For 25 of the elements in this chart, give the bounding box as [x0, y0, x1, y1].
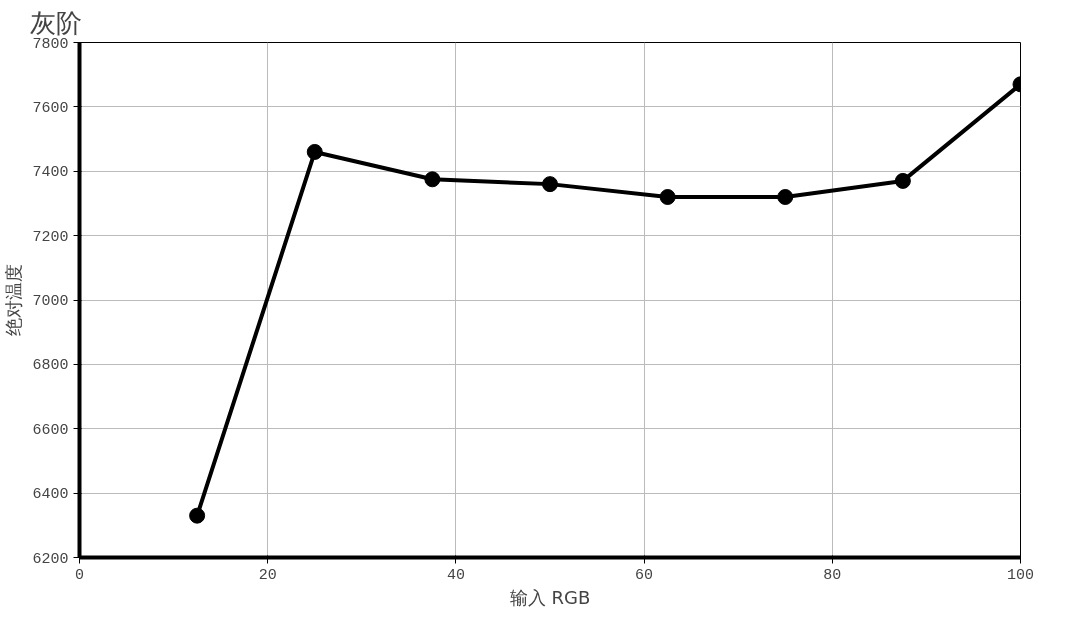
x-tick-label: 100: [1007, 566, 1035, 584]
chart-title: 灰阶: [29, 7, 82, 38]
x-tick-label: 80: [823, 566, 842, 584]
y-tick-label: 6400: [32, 486, 69, 504]
y-tick-label: 7200: [32, 228, 69, 246]
x-tick-label: 40: [446, 566, 465, 584]
y-axis-title: 绝对温度: [3, 264, 25, 336]
x-tick-label: 0: [75, 566, 85, 584]
y-tick-label: 7400: [32, 164, 69, 182]
y-tick-label: 6600: [32, 421, 69, 439]
point: [424, 171, 441, 188]
y-tick-label: 7800: [32, 35, 69, 53]
x-axis-title: 输入 RGB: [509, 586, 591, 608]
point: [777, 189, 794, 205]
y-tick-label: 6200: [32, 550, 69, 568]
point: [659, 189, 676, 205]
point: [542, 176, 558, 193]
y-tick-label: 6800: [32, 357, 69, 375]
y-tick-label: 7600: [32, 99, 69, 117]
point: [189, 507, 206, 524]
point: [894, 172, 911, 189]
y-tick-label: 7000: [32, 293, 69, 310]
x-tick-label: 20: [258, 566, 277, 584]
point: [306, 143, 323, 160]
x-tick-label: 60: [635, 566, 654, 584]
